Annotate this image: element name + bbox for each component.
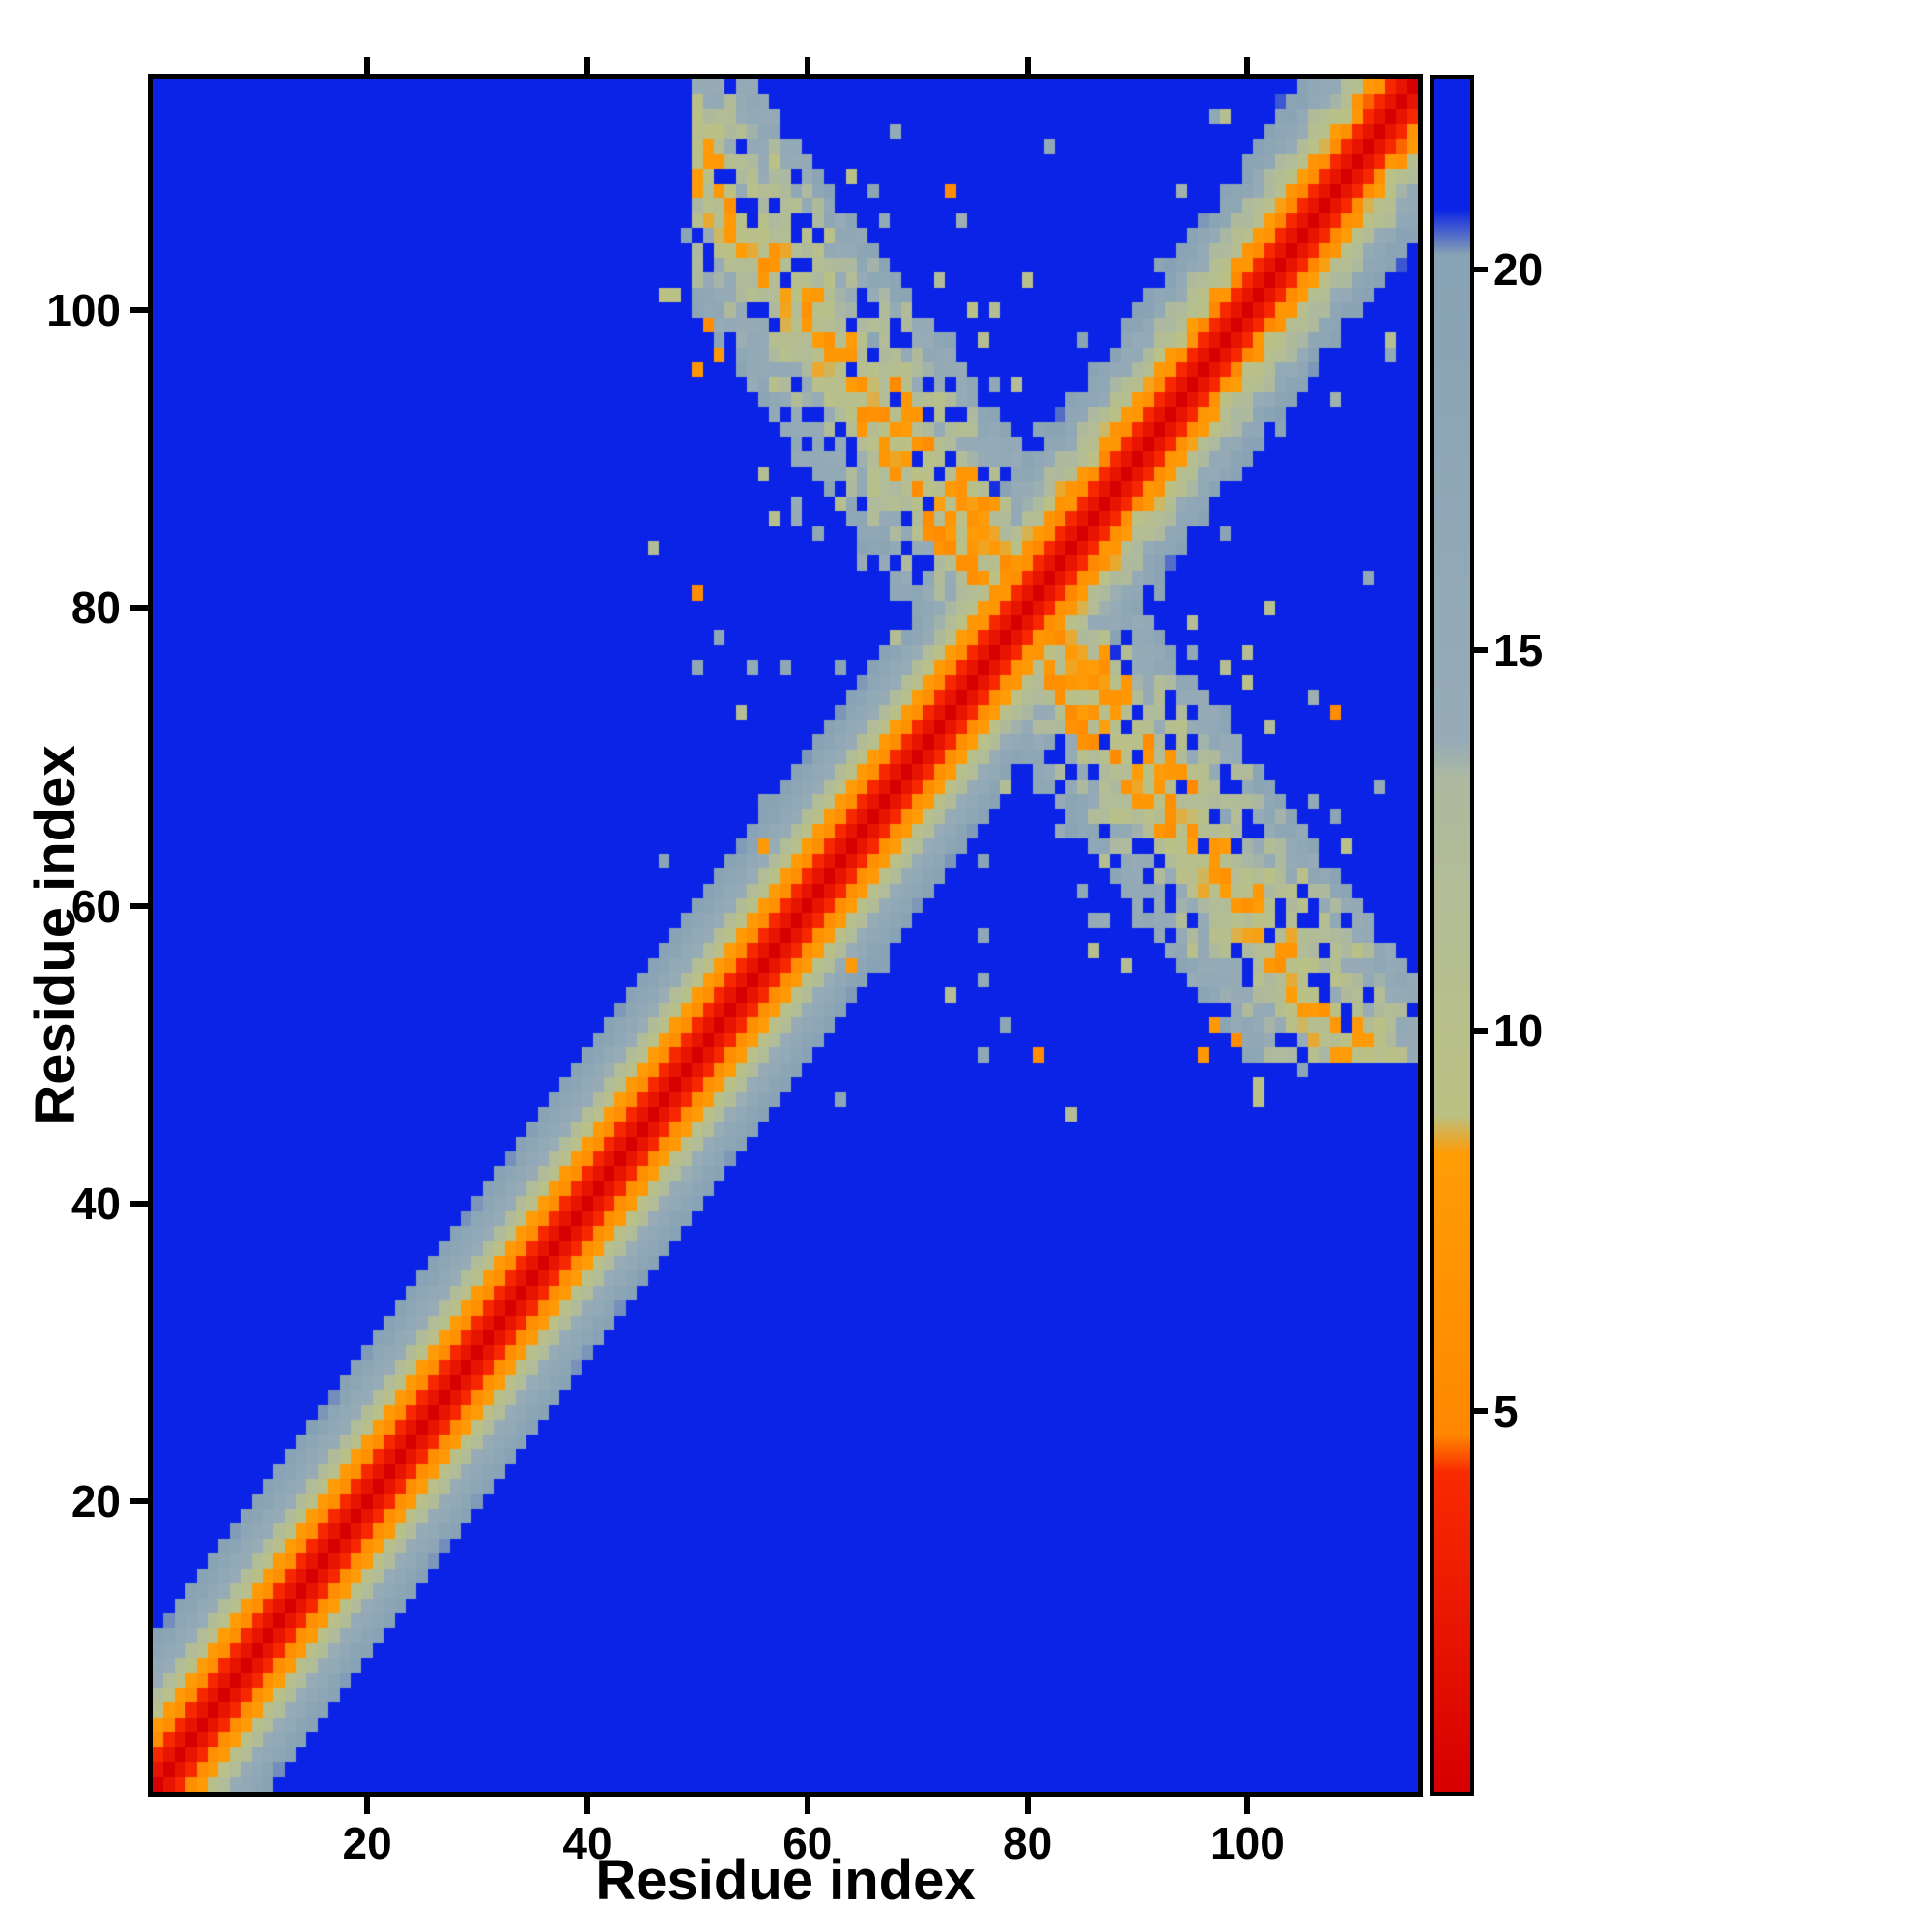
- colorbar-tick-mark: [1474, 1408, 1488, 1414]
- x-tick-label: 40: [562, 1818, 612, 1868]
- y-tick-mark: [130, 1498, 148, 1505]
- y-tick-mark: [130, 605, 148, 611]
- colorbar-tick-mark: [1474, 1028, 1488, 1034]
- heatmap-canvas: [153, 79, 1418, 1792]
- x-tick-label: 20: [342, 1818, 392, 1868]
- x-top-tick-mark: [364, 57, 371, 74]
- colorbar-tick-label: 15: [1493, 625, 1544, 675]
- x-tick-mark: [804, 1797, 810, 1814]
- x-tick-mark: [364, 1797, 371, 1814]
- colorbar-tick-label: 20: [1493, 244, 1544, 295]
- colorbar-frame: [1430, 75, 1474, 1796]
- y-tick-mark: [130, 306, 148, 313]
- plot-frame: [148, 74, 1423, 1797]
- x-tick-mark: [1024, 1797, 1031, 1814]
- x-top-tick-mark: [583, 57, 590, 74]
- y-tick-label: 80: [71, 582, 121, 634]
- y-tick-label: 100: [46, 284, 121, 335]
- colorbar-tick-mark: [1474, 267, 1488, 272]
- colorbar-tick-label: 10: [1493, 1006, 1544, 1056]
- colorbar-tick-mark: [1474, 647, 1488, 653]
- y-tick-label: 60: [71, 880, 121, 931]
- y-tick-label: 20: [71, 1476, 121, 1527]
- y-axis-label: Residue index: [24, 745, 87, 1125]
- x-tick-mark: [583, 1797, 590, 1814]
- colorbar-canvas: [1434, 79, 1470, 1792]
- colorbar-tick-label: 5: [1493, 1386, 1519, 1436]
- x-top-tick-mark: [1244, 57, 1251, 74]
- x-tick-label: 100: [1210, 1818, 1285, 1868]
- x-top-tick-mark: [1024, 57, 1031, 74]
- y-tick-label: 40: [71, 1179, 121, 1229]
- x-axis-label: Residue index: [595, 1849, 976, 1912]
- y-tick-mark: [130, 1201, 148, 1207]
- x-tick-label: 80: [1003, 1818, 1053, 1868]
- x-top-tick-mark: [804, 57, 810, 74]
- x-tick-label: 60: [782, 1818, 833, 1868]
- y-tick-mark: [130, 902, 148, 909]
- x-tick-mark: [1244, 1797, 1251, 1814]
